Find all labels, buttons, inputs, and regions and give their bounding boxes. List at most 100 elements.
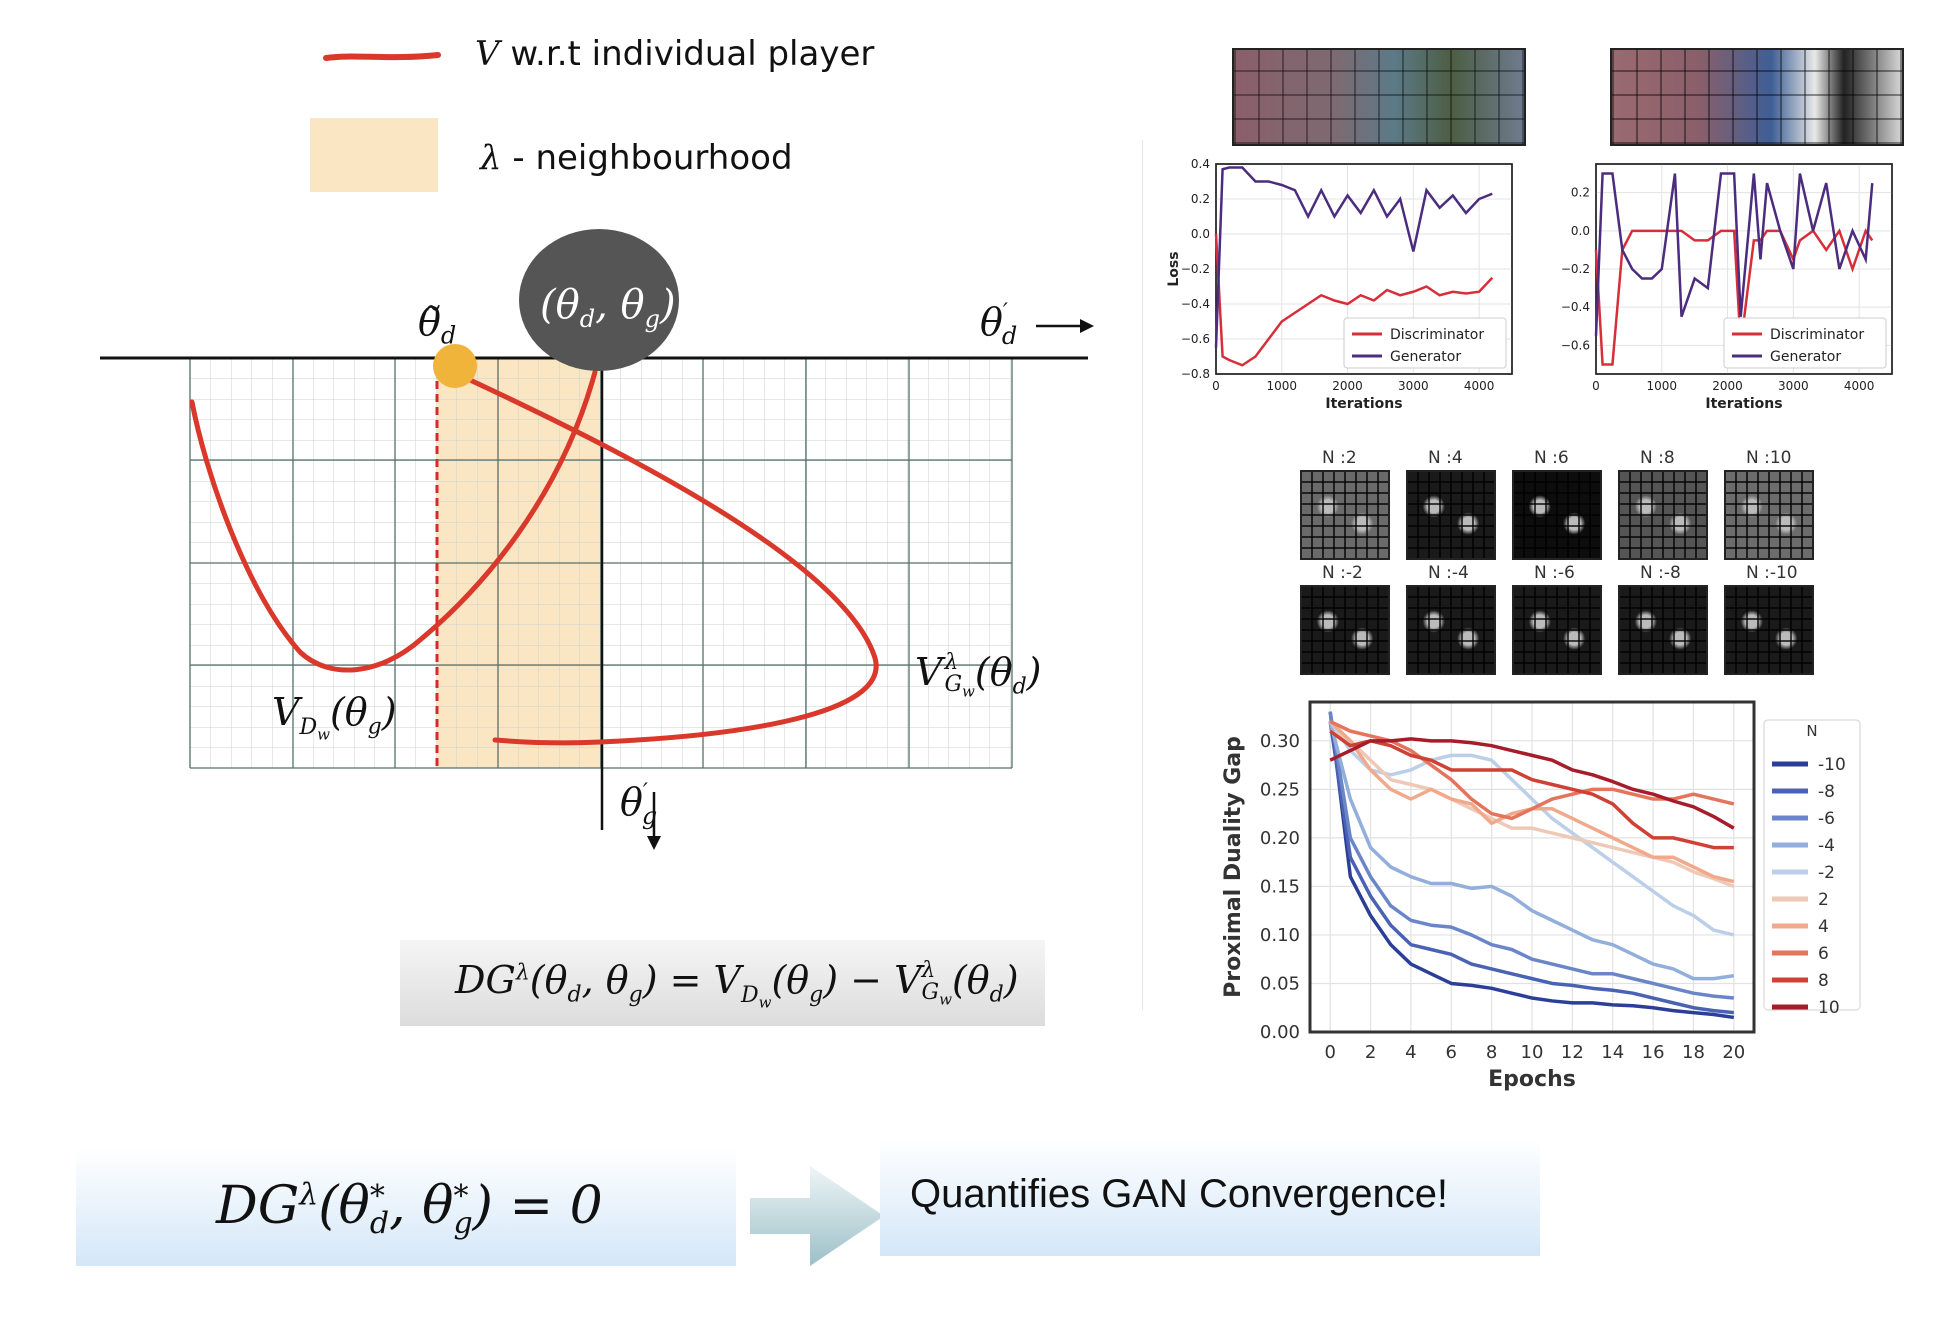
y-axis-title: Loss: [1166, 251, 1182, 286]
series-line: [1329, 737, 1735, 830]
x-tick-label: 18: [1682, 1042, 1705, 1063]
x-tick-label: 1000: [1267, 379, 1298, 393]
sample-grid-label: N :4: [1428, 448, 1463, 468]
y-tick-label: 0.4: [1191, 157, 1210, 171]
x-axis-title: Iterations: [1705, 396, 1782, 412]
plot-frame: [1308, 700, 1756, 1034]
sample-image-strip-2: [1610, 48, 1904, 146]
sample-grid-image: [1406, 585, 1496, 675]
sample-grid-label: N :-10: [1746, 563, 1798, 583]
plot-frame: [1215, 163, 1513, 375]
y-tick-label: 0.2: [1571, 186, 1590, 200]
x-tick-label: 14: [1601, 1042, 1624, 1063]
current-point-label: (θd, θg): [540, 282, 676, 333]
legend-neighbourhood-swatch: [310, 118, 438, 192]
y-tick-label: −0.8: [1181, 367, 1210, 381]
x-tick-label: 12: [1561, 1042, 1584, 1063]
sample-grid-image: [1618, 470, 1708, 560]
x-tick-label: 10: [1521, 1042, 1544, 1063]
y-arrow-head-icon: [647, 836, 661, 850]
series-line-discriminator: [1594, 228, 1874, 366]
sample-grid-image: [1512, 470, 1602, 560]
legend-label: -2: [1818, 863, 1835, 883]
proximal-duality-gap-chart: 0 2 4 6 8 10 12 14 16 18 20 0.00 0.05 0.10 0.15 0.20 0.2…: [1221, 700, 1861, 1092]
legend-curve-swatch: [323, 52, 441, 61]
sample-grid-label: N :-6: [1534, 563, 1575, 583]
y-axis-title: Proximal Duality Gap: [1221, 736, 1246, 998]
legend-neighbourhood-label: λ - neighbourhood: [480, 138, 793, 178]
y-tick-label: 0.30: [1260, 731, 1300, 752]
y-tick-label: −0.2: [1181, 262, 1210, 276]
sample-grid-label: N :6: [1534, 448, 1569, 468]
legend-label: 2: [1818, 890, 1829, 910]
x-axis-label: θ′d: [980, 300, 1018, 350]
sample-grid-label: N :-2: [1322, 563, 1363, 583]
y-tick-label: −0.4: [1561, 300, 1590, 314]
legend-label: -10: [1818, 755, 1846, 775]
curve-v-g: [467, 377, 879, 746]
legend: V w.r.t individual player λ - neighbourh…: [300, 30, 874, 200]
series-line: [1328, 711, 1734, 1000]
x-tick-label: 0: [1592, 379, 1600, 393]
y-tick-label: −0.6: [1561, 338, 1590, 352]
series-line: [1329, 729, 1734, 850]
sample-grid-label: N :8: [1640, 448, 1675, 468]
x-tick-label: 2000: [1712, 379, 1743, 393]
duality-gap-diagram: [100, 229, 1094, 850]
right-arrow-icon: [750, 1166, 884, 1266]
x-tick-label: 0: [1212, 379, 1220, 393]
x-axis-title: Epochs: [1488, 1067, 1576, 1092]
series-line-generator: [1594, 172, 1874, 336]
sample-grid-image: [1724, 585, 1814, 675]
x-tick-label: 1000: [1647, 379, 1678, 393]
current-point-circle: [519, 229, 679, 371]
x-tick-label: 2: [1365, 1042, 1376, 1063]
convergence-equation-box: DGλ(θ * d, θ * g) = 0: [76, 1148, 736, 1266]
sample-grid-image: [1724, 470, 1814, 560]
legend-label: 10: [1818, 998, 1840, 1018]
x-axis-title: Iterations: [1325, 396, 1402, 412]
x-arrow-head-icon: [1080, 319, 1094, 333]
y-tick-label: 0.0: [1191, 227, 1210, 241]
series-line-discriminator: [1214, 233, 1494, 367]
legend-label: -8: [1818, 782, 1835, 802]
legend-label: 8: [1818, 971, 1829, 991]
panel-divider: [1142, 140, 1143, 1010]
legend-label: 6: [1818, 944, 1829, 964]
series-line: [1329, 729, 1735, 889]
y-tick-label: 0.15: [1260, 876, 1300, 897]
y-tick-label: 0.20: [1260, 828, 1300, 849]
y-tick-label: −0.2: [1561, 262, 1590, 276]
sample-grid-label: N :-8: [1640, 563, 1681, 583]
sample-grid-image: [1406, 470, 1496, 560]
loss-chart-2: 0 1000 2000 3000 4000 0.2 0.0 −0.2 −0.4 −0.6 Itera…: [1561, 163, 1893, 412]
x-tick-label: 6: [1446, 1042, 1457, 1063]
legend-title: N: [1806, 722, 1817, 740]
x-tick-label: 4000: [1844, 379, 1875, 393]
sample-grid-label: N :2: [1322, 448, 1357, 468]
legend-label: 4: [1818, 917, 1829, 937]
y-tick-label: 0.25: [1260, 779, 1300, 800]
loss-chart-1: 0 1000 2000 3000 4000 0.4 0.2 0.0 −0.2 −0.4 −0.6 −0…: [1166, 157, 1513, 412]
sample-grid-image: [1512, 585, 1602, 675]
series-line: [1328, 720, 1735, 937]
x-tick-label: 20: [1722, 1042, 1745, 1063]
y-tick-label: 0.05: [1260, 973, 1300, 994]
theta-tilde-point: [433, 344, 477, 388]
convergence-statement-box: Quantifies GAN Convergence!: [880, 1138, 1540, 1256]
x-tick-label: 3000: [1398, 379, 1429, 393]
sample-image-strip-1: [1232, 48, 1526, 146]
legend-label: -6: [1818, 809, 1835, 829]
legend-curve-label: V w.r.t individual player: [475, 34, 875, 74]
x-tick-label: 16: [1642, 1042, 1665, 1063]
legend-label: Generator: [1390, 349, 1461, 365]
sample-grid-image: [1300, 470, 1390, 560]
y-tick-label: −0.4: [1181, 297, 1210, 311]
legend-label: -4: [1818, 836, 1835, 856]
y-tick-label: 0.2: [1191, 192, 1210, 206]
legend-box: [1723, 317, 1887, 369]
y-tick-label: 0.00: [1260, 1022, 1300, 1043]
